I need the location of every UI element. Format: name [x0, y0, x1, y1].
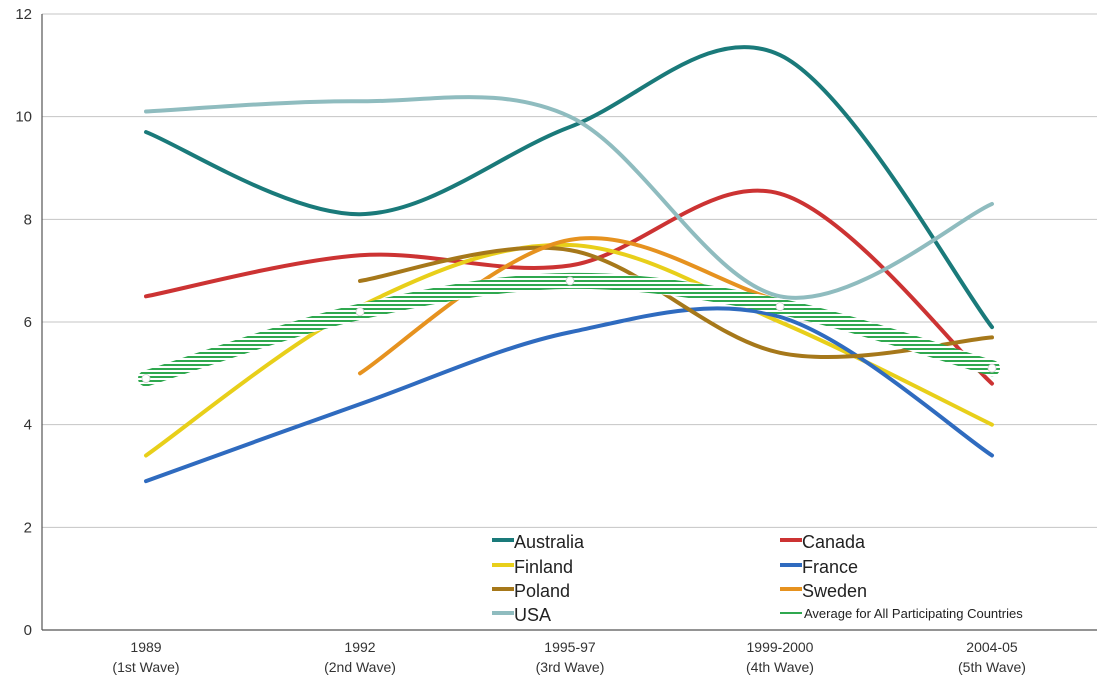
x-tick-label: 1989 (1st Wave) [112, 639, 179, 675]
legend-label: Poland [514, 581, 570, 601]
legend-label: USA [514, 605, 551, 625]
legend-label: Sweden [802, 581, 867, 601]
y-tick-label: 0 [24, 622, 32, 639]
series-line-usa [144, 95, 994, 300]
y-tick-label: 8 [24, 211, 32, 228]
series-lines [138, 44, 1000, 484]
average-data-point [565, 276, 575, 286]
y-tick-label: 4 [24, 417, 32, 434]
series-line-average-for-all-participating-countries [138, 272, 1000, 387]
y-tick-label: 10 [15, 109, 32, 126]
x-tick-label: 1992 (2nd Wave) [324, 639, 396, 675]
axes: 0 2 4 6 8 10 12 1989 (1st Wave) 1992 (2nd Wave) 199… [15, 6, 1097, 675]
legend-label: France [802, 557, 858, 577]
y-tick-label: 2 [24, 519, 32, 536]
legend-swatch [780, 610, 802, 616]
y-tick-label: 12 [15, 6, 32, 23]
legend-label: Australia [514, 532, 585, 552]
average-data-point [355, 307, 365, 317]
average-data-point [987, 363, 997, 373]
legend: Australia Canada Finland France Poland Sweden… [492, 532, 1023, 625]
x-tick-label: 1995-97 (3rd Wave) [536, 639, 605, 675]
x-tick-label: 1999-2000 (4th Wave) [746, 639, 814, 675]
x-tick-label: 2004-05 (5th Wave) [958, 639, 1026, 675]
legend-label: Finland [514, 557, 573, 577]
series-line-poland [358, 245, 994, 360]
series-line-canada [144, 188, 994, 386]
series-line-france [144, 306, 994, 484]
y-tick-label: 6 [24, 314, 32, 331]
average-data-point [775, 302, 785, 312]
legend-label: Average for All Participating Countries [804, 606, 1023, 621]
grid-lines [42, 13, 1097, 528]
average-data-point [141, 374, 151, 383]
legend-label: Canada [802, 532, 866, 552]
